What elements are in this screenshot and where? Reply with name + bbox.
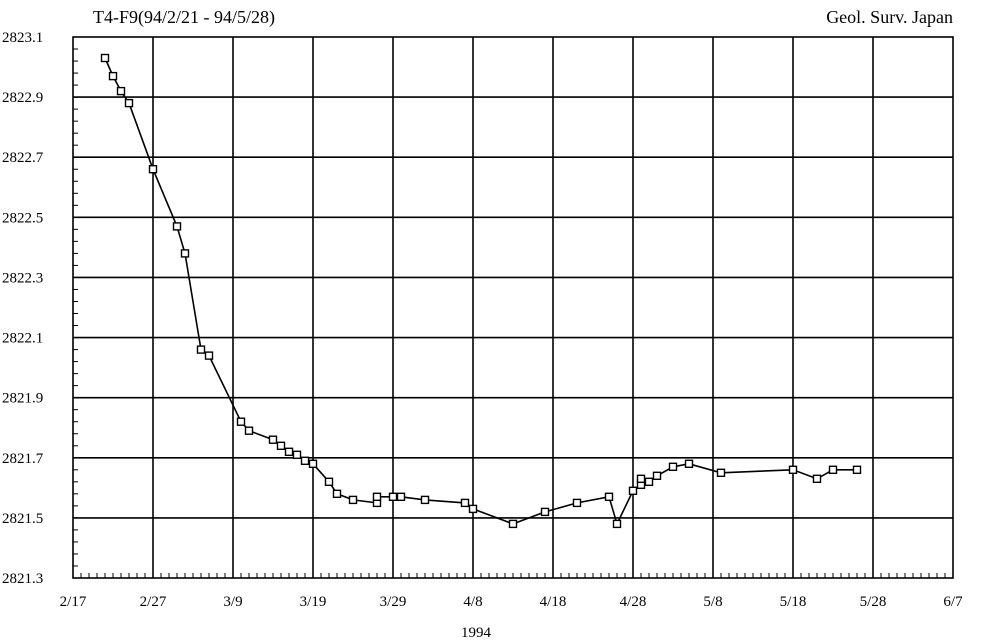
data-point (460, 498, 470, 508)
grid (73, 37, 953, 578)
x-tick-label: 4/28 (620, 594, 647, 610)
data-point (348, 495, 358, 505)
y-tick-label: 2822.9 (2, 90, 43, 106)
data-point (612, 519, 622, 529)
data-point (172, 222, 182, 231)
data-point (828, 465, 838, 474)
data-point (788, 465, 798, 474)
data-point (372, 492, 382, 501)
y-tick-label: 2822.1 (2, 331, 43, 347)
y-tick-label: 2821.9 (2, 391, 43, 407)
x-axis-label: 1994 (461, 625, 492, 641)
x-tick-label: 5/18 (780, 594, 807, 610)
y-tick-label: 2822.5 (2, 210, 43, 226)
x-tick-label: 3/29 (380, 594, 407, 610)
series-group (100, 53, 862, 529)
x-tick-label: 4/8 (463, 594, 482, 610)
data-point (332, 489, 342, 498)
data-point (196, 345, 206, 354)
data-point (420, 495, 430, 505)
data-point (644, 477, 654, 486)
x-tick-label: 4/18 (540, 594, 567, 610)
data-point (604, 492, 614, 501)
chart-title: T4-F9(94/2/21 - 94/5/28) (93, 7, 275, 28)
x-tick-label: 5/8 (703, 594, 722, 610)
x-axis-ticks: 2/17 2/27 3/9 3/19 3/29 4/8 4/18 4/28 5/8 5/18 5/2… (60, 573, 963, 610)
data-point (684, 459, 694, 468)
data-point (124, 98, 134, 108)
data-point (148, 164, 158, 174)
data-point (652, 471, 662, 480)
y-tick-label: 2821.7 (2, 451, 44, 467)
data-point (236, 417, 246, 426)
x-tick-label: 3/9 (223, 594, 242, 610)
data-point (324, 477, 334, 486)
y-tick-label: 2822.3 (2, 270, 43, 286)
data-point (292, 450, 302, 459)
y-tick-label: 2821.5 (2, 511, 43, 527)
data-point (388, 492, 398, 501)
y-axis-ticks: 2823.1 2822.9 2822.7 2822.5 2822.3 2822.1 2821… (2, 30, 78, 587)
data-point (508, 519, 518, 529)
data-point (276, 441, 286, 450)
data-point (540, 507, 550, 517)
data-point (668, 462, 678, 471)
data-point (204, 351, 214, 360)
x-tick-label: 3/19 (300, 594, 327, 610)
data-point (284, 447, 294, 456)
data-point (268, 435, 278, 444)
data-point (468, 504, 478, 514)
x-tick-label: 6/7 (943, 594, 963, 610)
data-point (572, 498, 582, 508)
data-point (852, 465, 862, 474)
data-point (300, 456, 310, 465)
plot-frame (72, 36, 954, 579)
data-point (716, 468, 726, 477)
data-point (636, 474, 646, 483)
data-point (396, 492, 406, 501)
data-point (812, 474, 822, 483)
data-point (108, 71, 118, 81)
x-tick-label: 2/17 (60, 594, 87, 610)
y-tick-label: 2822.7 (2, 150, 44, 166)
data-point (628, 486, 638, 495)
data-point (116, 86, 126, 96)
data-point (244, 426, 254, 435)
data-point (308, 459, 318, 468)
series-line (104, 57, 857, 527)
y-tick-label: 2823.1 (2, 30, 43, 46)
data-point (180, 249, 190, 258)
y-tick-label: 2821.3 (2, 571, 43, 587)
data-point (100, 53, 110, 63)
x-tick-label: 2/27 (140, 594, 167, 610)
chart-credit: Geol. Surv. Japan (826, 7, 953, 27)
x-tick-label: 5/28 (860, 594, 887, 610)
